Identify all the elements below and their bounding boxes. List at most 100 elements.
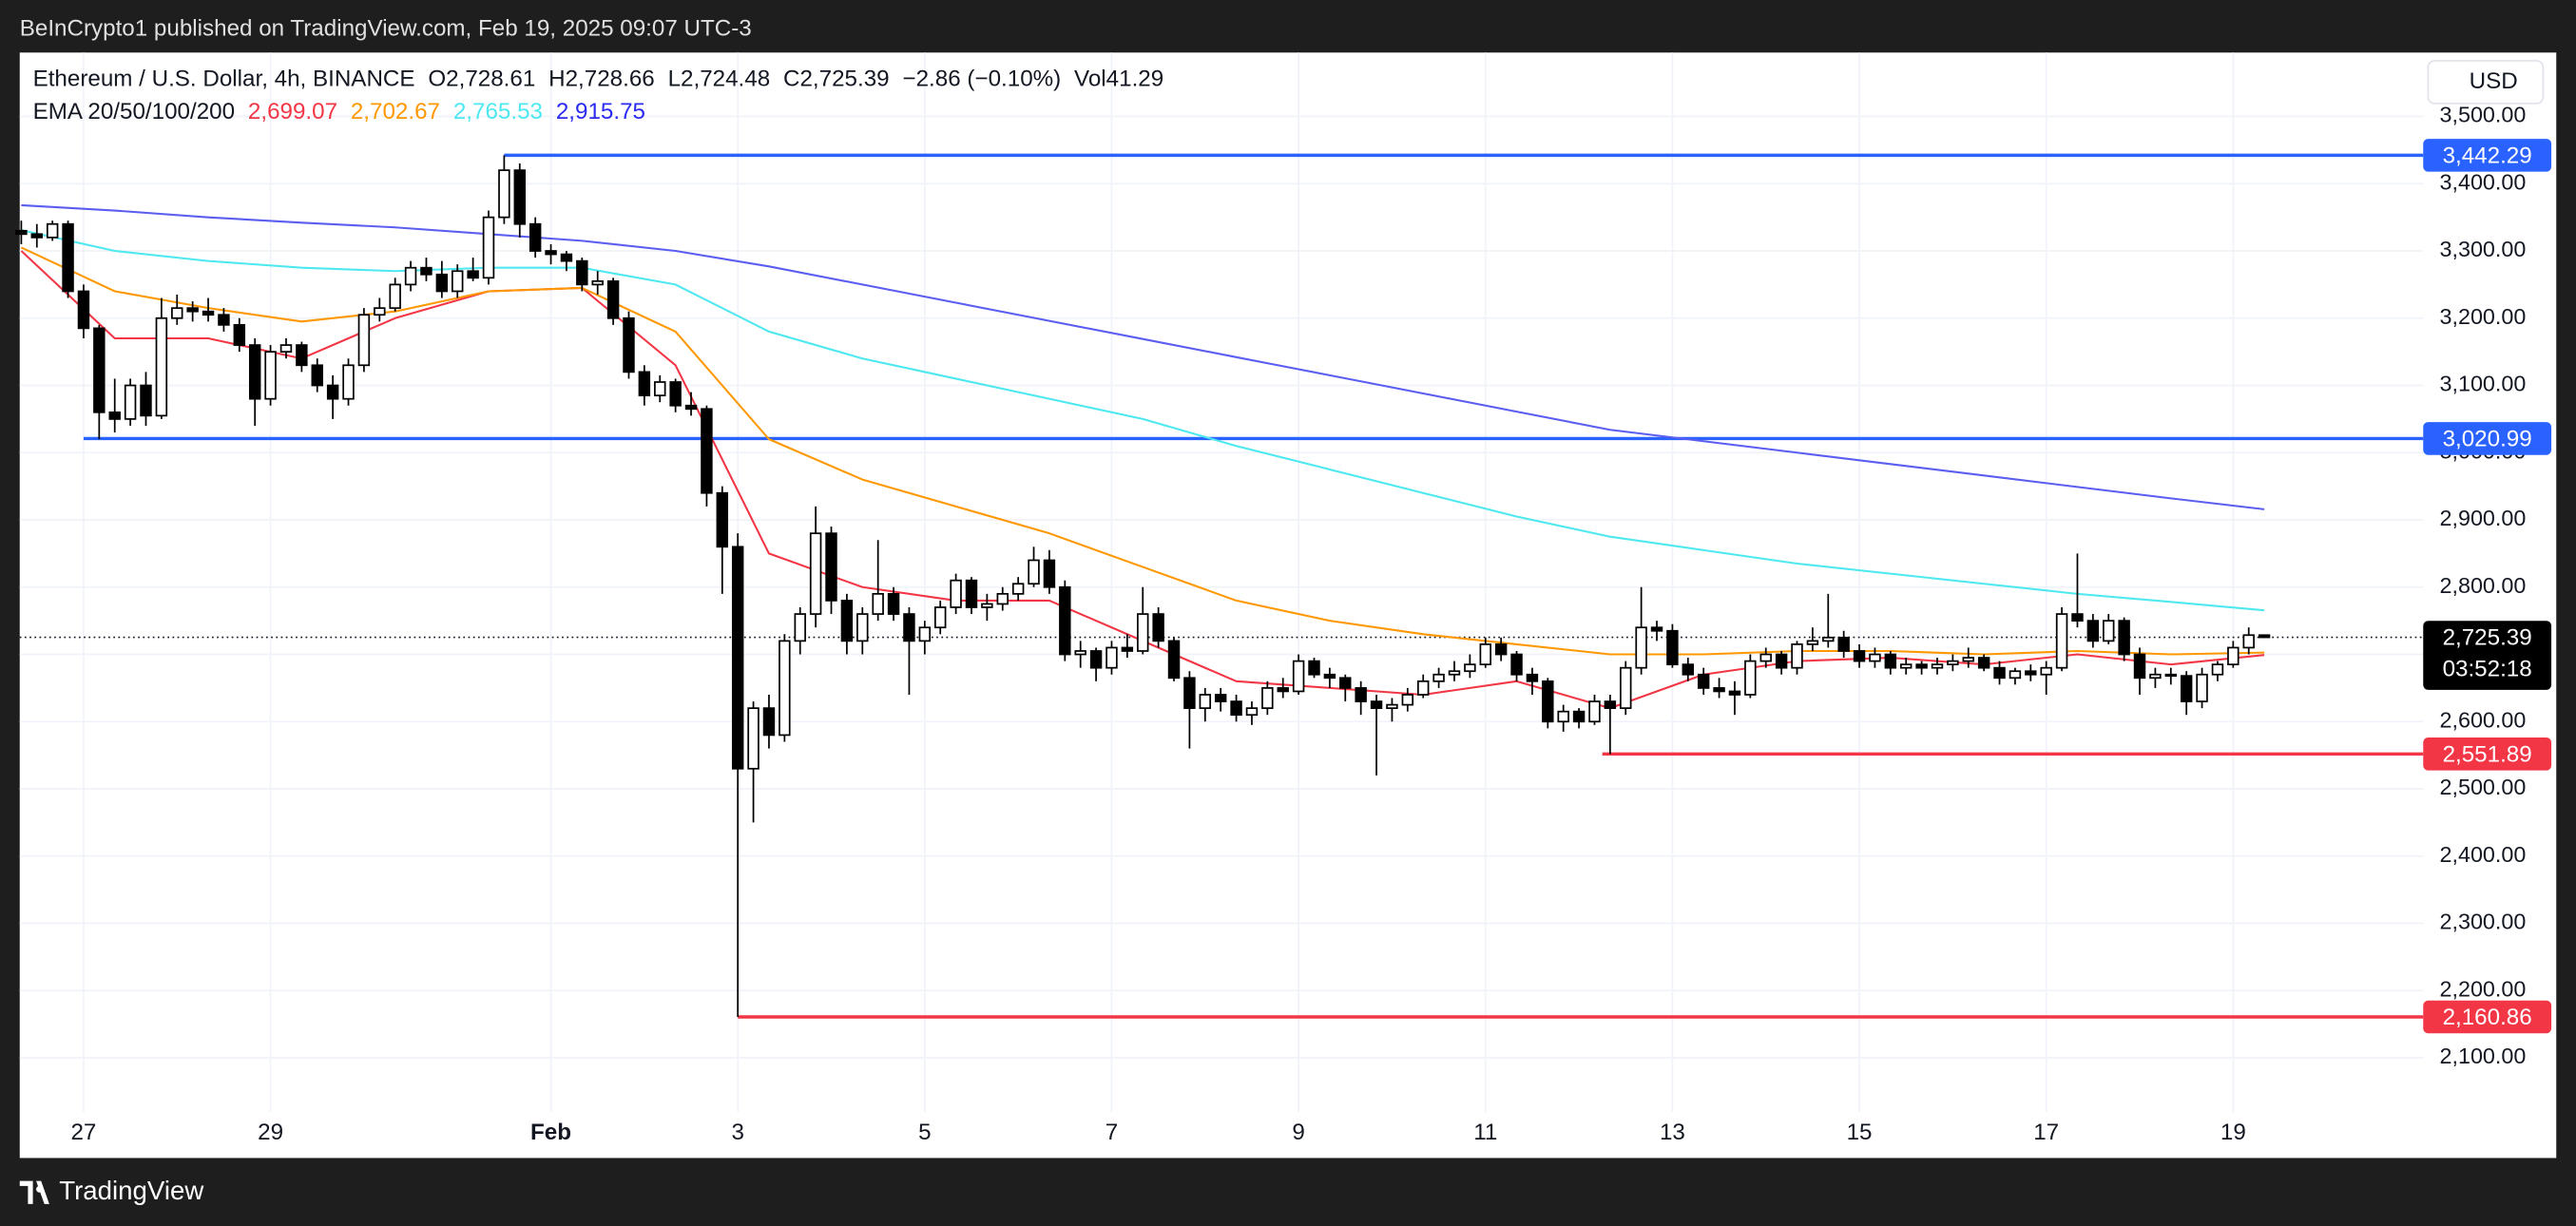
- candle-body: [93, 327, 106, 413]
- ema-line: [21, 203, 2265, 510]
- y-tick-label: 2,400.00: [2440, 842, 2527, 867]
- x-tick-label: Feb: [530, 1120, 571, 1145]
- candle-body: [1526, 673, 1539, 682]
- candle-body: [326, 384, 339, 400]
- candle-body: [404, 266, 417, 286]
- candle-body: [1432, 673, 1445, 682]
- candle-body: [77, 290, 90, 330]
- x-tick-label: 3: [731, 1120, 743, 1145]
- footer-brand: TradingView: [59, 1176, 204, 1205]
- candle-body: [701, 408, 713, 494]
- candle-body: [108, 411, 121, 420]
- candle-body: [1245, 707, 1259, 717]
- candle-body: [1650, 626, 1663, 632]
- candle-body: [2118, 620, 2130, 656]
- candle-body: [1137, 613, 1149, 652]
- levels: [19, 153, 2424, 1019]
- candle-body: [1822, 636, 1835, 642]
- volume: Vol41.29: [1074, 67, 1163, 92]
- level-price-label: 2,551.89: [2443, 741, 2532, 767]
- candle-body: [1604, 700, 1617, 709]
- candle-body: [1620, 666, 1632, 709]
- grid: [19, 52, 2424, 1113]
- candle-body: [1682, 663, 1695, 676]
- candle-body: [1308, 660, 1320, 676]
- candle-body: [2180, 675, 2193, 702]
- countdown-label: 03:52:18: [2443, 657, 2532, 682]
- candle-body: [296, 344, 308, 367]
- level-price-label: 3,442.29: [2443, 143, 2532, 168]
- ema-legend-value: 2,765.53: [453, 100, 543, 125]
- candle-body: [15, 229, 28, 236]
- x-tick-label: 11: [1473, 1120, 1497, 1145]
- y-tick-label: 2,300.00: [2440, 910, 2527, 934]
- candle-body: [1635, 626, 1647, 669]
- candle-body: [513, 169, 526, 225]
- candle-body: [155, 316, 168, 417]
- candle-body: [856, 613, 869, 642]
- candle-body: [1214, 694, 1227, 702]
- candle-body: [435, 273, 449, 293]
- candle-body: [887, 592, 900, 615]
- candle-body: [2242, 634, 2255, 649]
- candle-body: [1557, 710, 1569, 723]
- candle-body: [560, 253, 573, 262]
- candle-body: [1728, 690, 1741, 696]
- candle-body: [623, 316, 635, 374]
- level-price-box: [2423, 738, 2552, 771]
- footer-logo: [19, 1180, 49, 1204]
- y-tick-label: 2,900.00: [2440, 506, 2527, 530]
- candle-body: [2211, 663, 2224, 676]
- candles: [15, 155, 2271, 1017]
- y-tick-label: 2,500.00: [2440, 775, 2527, 799]
- last-price-label: 2,725.39: [2443, 625, 2532, 651]
- candle-body: [809, 532, 822, 615]
- candle-body: [389, 283, 401, 310]
- candle-body: [654, 381, 666, 396]
- candle-body: [1355, 687, 1367, 702]
- symbol-legend: Ethereum / U.S. Dollar, 4h, BINANCE O2,72…: [33, 67, 1164, 92]
- candle-body: [1059, 585, 1071, 656]
- candle-body: [1167, 640, 1181, 680]
- candle-body: [1837, 636, 1850, 652]
- candle-body: [950, 579, 962, 608]
- chart-panel: [19, 52, 2557, 1159]
- last-price-box: [2423, 621, 2552, 690]
- candle-body: [452, 270, 464, 293]
- currency-button[interactable]: [2427, 60, 2545, 105]
- candle-body: [1339, 677, 1352, 689]
- candle-body: [1697, 673, 1710, 689]
- x-tick-label: 19: [2220, 1120, 2246, 1145]
- indicator-legend: EMA 20/50/100/200 2,699.07 2,702.67 2,765.5…: [33, 100, 645, 125]
- candle-body: [1105, 646, 1118, 669]
- x-tick-label: 9: [1292, 1120, 1304, 1145]
- candle-body: [279, 344, 293, 354]
- candle-body: [981, 603, 993, 608]
- candle-body: [1915, 663, 1928, 669]
- level-price-box: [2423, 139, 2552, 172]
- candle-body: [218, 314, 230, 326]
- candle-body: [1089, 650, 1103, 669]
- indicator: EMA 20/50/100/200: [33, 100, 235, 125]
- candle-body: [1744, 660, 1757, 696]
- x-tick-label: 29: [258, 1120, 283, 1145]
- candle-body: [1152, 613, 1164, 642]
- candle-body: [62, 222, 74, 293]
- axes: 2,100.00 2,200.00 2,300.00 2,400.00 2,500.00…: [70, 103, 2552, 1145]
- candle-body: [233, 323, 246, 346]
- candle-body: [1183, 677, 1196, 709]
- candle-body: [576, 259, 588, 286]
- currency-label[interactable]: USD: [2470, 68, 2518, 94]
- candle-body: [1666, 629, 1679, 666]
- candle-body: [1401, 694, 1414, 706]
- candle-body: [1277, 687, 1289, 693]
- x-tick-label: 15: [1847, 1120, 1873, 1145]
- level-price-box: [2423, 1000, 2552, 1034]
- ema-legend-value: 2,702.67: [351, 100, 440, 125]
- candle-body: [1977, 657, 1990, 669]
- candle-body: [1494, 643, 1508, 656]
- y-tick-label: 3,500.00: [2440, 103, 2527, 127]
- y-tick-label: 3,400.00: [2440, 169, 2527, 194]
